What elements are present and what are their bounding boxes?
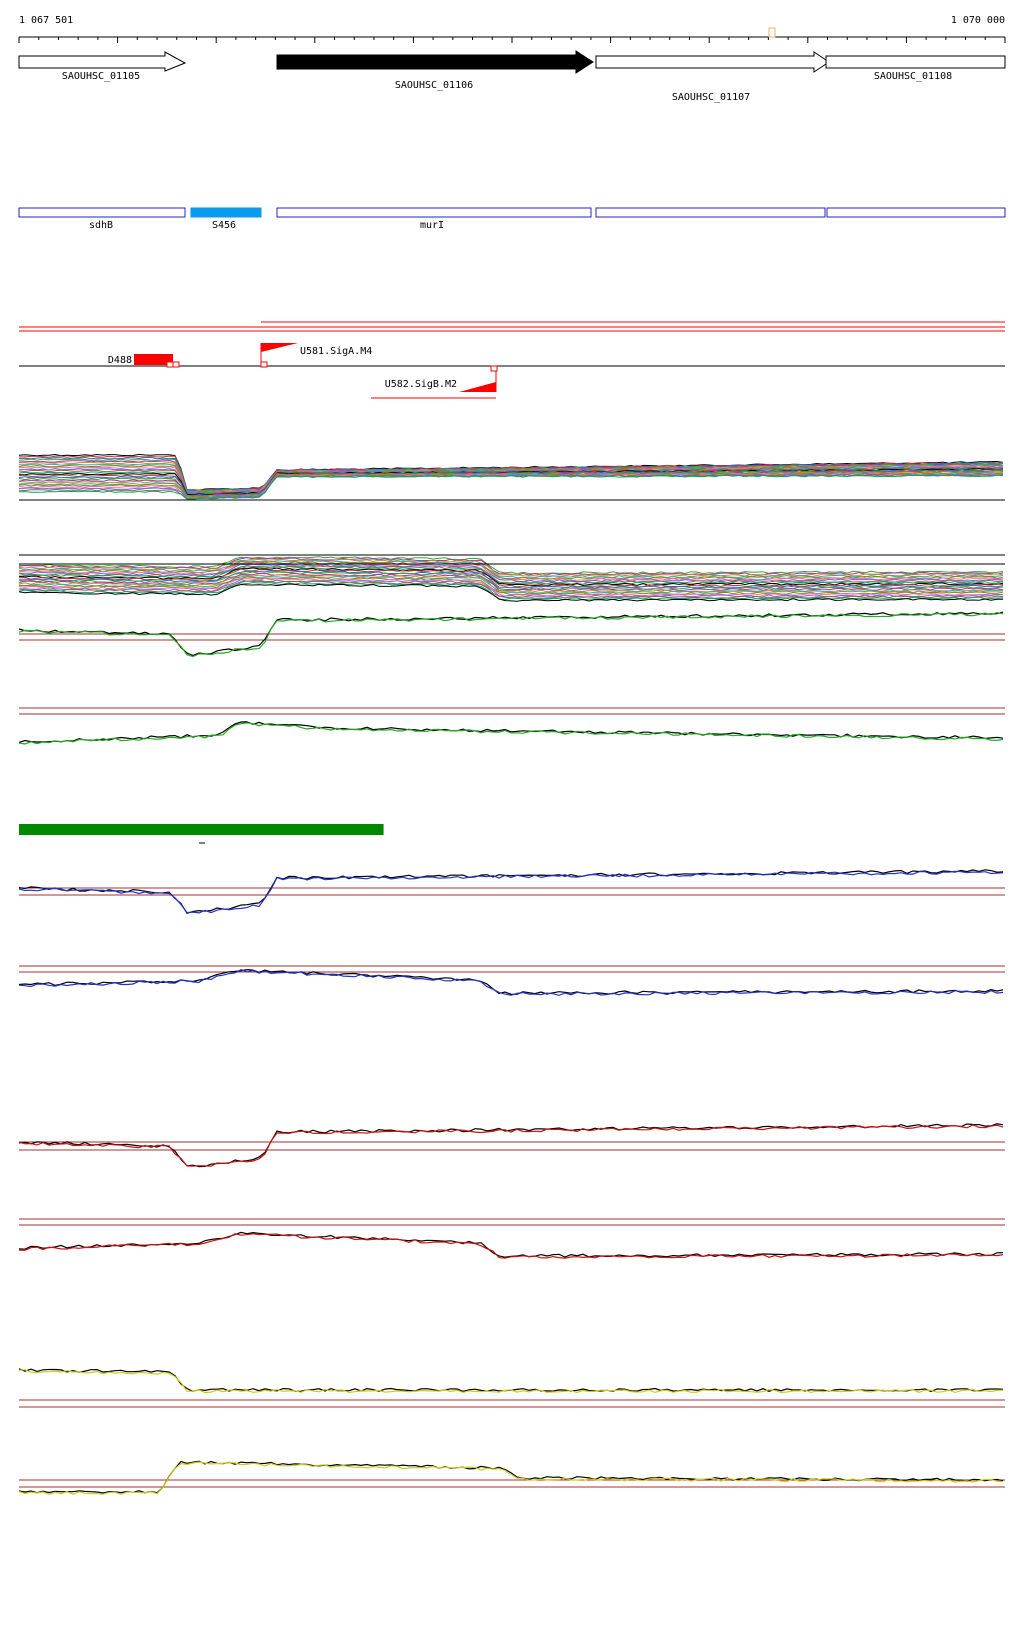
gene-label-saouhsc-01106: SAOUHSC_01106 — [395, 80, 473, 91]
coordinate-ruler: 1 067 501 1 070 000 — [18, 15, 1006, 43]
blue-track-2 — [18, 965, 1005, 996]
blue-track-1 — [18, 869, 1005, 915]
gene-label-saouhsc-01108: SAOUHSC_01108 — [874, 71, 952, 82]
series-line — [18, 1460, 1004, 1494]
red-track-1 — [18, 1123, 1005, 1168]
annotation-box-muri[interactable] — [276, 207, 592, 218]
feature-d488-marker-1 — [166, 361, 174, 368]
feature-d488-marker-2 — [172, 361, 180, 368]
annotation-label-s456: S456 — [212, 220, 236, 231]
series-line — [18, 611, 1004, 658]
sample-line — [18, 557, 1004, 576]
sample-line — [18, 556, 1004, 575]
gene-arrow-saouhsc-01107[interactable] — [595, 51, 830, 73]
promoter-marker-u581 — [260, 361, 268, 368]
sample-line — [18, 471, 1004, 498]
annotation-box-4[interactable] — [595, 207, 826, 218]
series-line — [18, 721, 1004, 743]
sample-line — [18, 575, 1004, 594]
series-line — [18, 1231, 1004, 1258]
series-line — [18, 1124, 1004, 1167]
series-line — [18, 1368, 1004, 1393]
feature-track: D488 U581.SigA.M4 U582.SigB.M2 — [19, 321, 1005, 399]
series-line — [18, 1233, 1004, 1259]
series-line — [18, 969, 1004, 996]
sample-line — [18, 472, 1004, 499]
sample-line — [18, 563, 1004, 583]
sample-line — [18, 562, 1004, 581]
ruler-end-label: 1 070 000 — [951, 15, 1005, 26]
annotation-label-sdhb: sdhB — [89, 220, 113, 231]
series-line — [18, 1369, 1004, 1394]
annotation-box-5[interactable] — [826, 207, 1006, 218]
ruler-start-label: 1 067 501 — [19, 15, 73, 26]
sample-line — [18, 568, 1004, 588]
annotation-track: sdhB S456 murI — [18, 207, 1006, 231]
sample-line — [18, 474, 1004, 500]
region-bar[interactable] — [19, 824, 384, 835]
sample-line — [18, 581, 1004, 601]
sample-line — [18, 566, 1004, 585]
green-track-2 — [18, 707, 1005, 745]
ruler-ticks — [18, 37, 1006, 43]
annotation-box-s456[interactable] — [190, 207, 262, 218]
feature-label-u582: U582.SigB.M2 — [385, 379, 457, 390]
series-line — [18, 870, 1004, 914]
yellow-track-2 — [18, 1460, 1005, 1496]
promoter-flag-u581[interactable] — [261, 343, 298, 352]
gene-label-saouhsc-01107: SAOUHSC_01107 — [672, 92, 750, 103]
sample-line — [18, 574, 1004, 593]
gene-label-saouhsc-01105: SAOUHSC_01105 — [62, 71, 140, 82]
green-track-1 — [18, 611, 1005, 658]
feature-label-u581: U581.SigA.M4 — [300, 346, 372, 357]
gene-track: SAOUHSC_01105 SAOUHSC_01106 SAOUHSC_0110… — [18, 50, 1006, 103]
feature-d488-block[interactable] — [134, 354, 173, 365]
series-line — [18, 722, 1004, 745]
promoter-marker-u582 — [490, 365, 498, 372]
gene-arrow-saouhsc-01108[interactable] — [825, 55, 1006, 69]
series-line — [18, 1461, 1004, 1496]
position-marker[interactable] — [768, 27, 776, 38]
red-track-2 — [18, 1218, 1005, 1259]
multi-sample-track-2 — [18, 554, 1005, 602]
annotation-label-muri: murI — [420, 220, 444, 231]
sample-line — [18, 570, 1004, 589]
expression-tracks — [18, 453, 1005, 1496]
sample-line — [18, 559, 1004, 579]
gene-arrow-saouhsc-01106[interactable] — [276, 50, 594, 74]
promoter-flag-u582[interactable] — [459, 382, 496, 392]
yellow-track-1 — [18, 1368, 1005, 1408]
annotation-box-sdhb[interactable] — [18, 207, 186, 218]
sample-line — [18, 560, 1004, 580]
multi-sample-track-1 — [18, 453, 1005, 501]
sample-line — [18, 583, 1004, 602]
sample-line — [18, 567, 1004, 587]
gene-arrow-saouhsc-01105[interactable] — [18, 51, 187, 72]
feature-label-d488: D488 — [108, 355, 132, 366]
series-line — [18, 869, 1004, 915]
